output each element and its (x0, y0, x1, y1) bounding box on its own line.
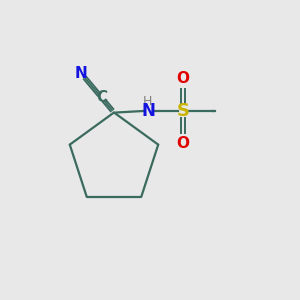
Text: C: C (96, 90, 107, 105)
Text: S: S (176, 102, 190, 120)
Text: O: O (176, 71, 190, 86)
Text: O: O (176, 136, 190, 151)
Text: N: N (142, 102, 155, 120)
Text: H: H (143, 94, 153, 108)
Text: N: N (75, 66, 88, 81)
